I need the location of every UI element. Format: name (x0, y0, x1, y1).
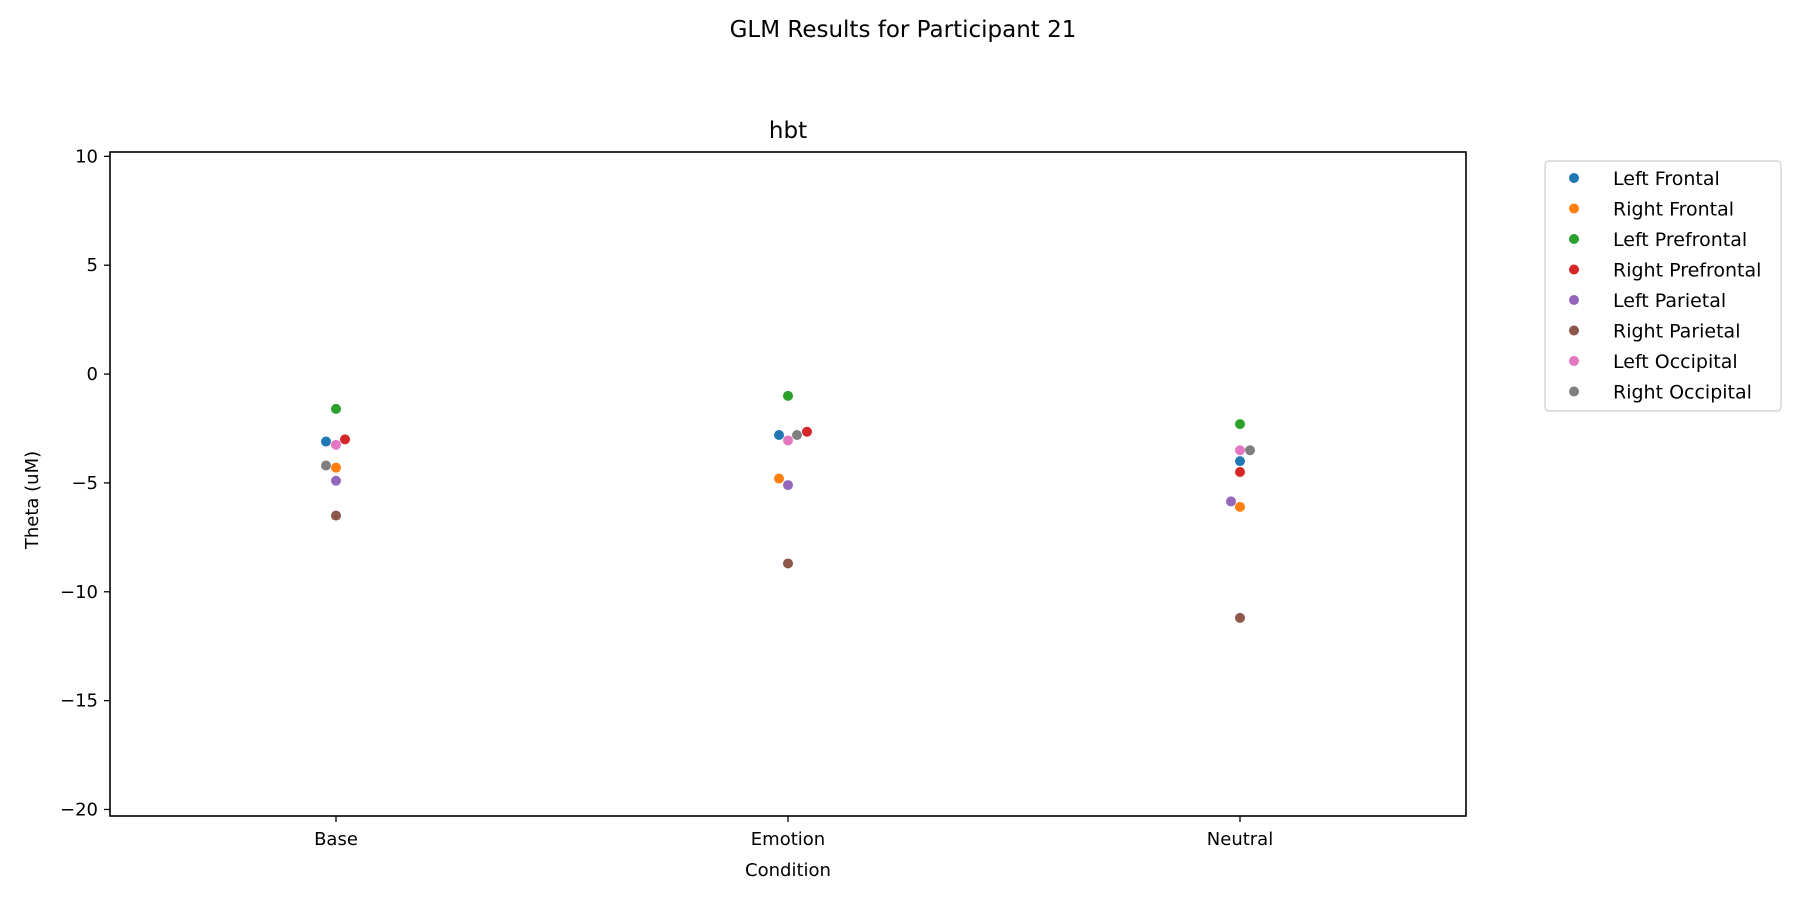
data-point (1226, 496, 1236, 507)
x-tick-label: Base (314, 829, 358, 850)
data-point (774, 430, 784, 441)
data-point (1235, 445, 1245, 456)
y-tick-label: −5 (71, 473, 98, 494)
data-point (1245, 445, 1255, 456)
legend-box (1544, 160, 1782, 412)
legend-label: Right Parietal (1613, 321, 1740, 343)
y-tick-label: −15 (60, 691, 98, 712)
legend-marker (1569, 203, 1579, 214)
legend-marker (1569, 173, 1579, 183)
data-point (1235, 612, 1245, 623)
data-point (321, 460, 331, 471)
legend-marker (1569, 386, 1579, 397)
legend: Left Frontal Right Frontal Left Prefrontal… (1544, 160, 1782, 412)
data-point (1235, 467, 1245, 478)
data-point (1235, 501, 1245, 512)
x-axis-label: Condition (745, 860, 831, 881)
y-tick-label: −10 (60, 582, 98, 603)
legend-marker (1569, 234, 1579, 244)
legend-label: Left Parietal (1613, 290, 1726, 312)
legend-label: Left Prefrontal (1613, 229, 1747, 251)
data-points (321, 390, 1255, 623)
y-axis-label: Theta (uM) (22, 451, 43, 550)
data-point (1235, 456, 1245, 467)
data-point (774, 473, 784, 484)
legend-marker (1569, 356, 1579, 366)
data-point (321, 436, 331, 447)
data-point (331, 439, 341, 450)
y-tick-label: 10 (75, 146, 98, 167)
y-tick-label: 0 (87, 364, 98, 385)
x-tick-label: Neutral (1207, 829, 1273, 850)
x-tick-label: Emotion (751, 829, 825, 850)
data-point (783, 558, 793, 569)
legend-label: Left Occipital (1613, 351, 1738, 373)
data-point (783, 480, 793, 491)
figure-title: GLM Results for Participant 21 (730, 17, 1077, 43)
y-tick-label: −20 (60, 799, 98, 820)
data-point (1235, 419, 1245, 430)
data-point (802, 426, 812, 437)
axes-title: hbt (769, 118, 807, 144)
data-point (331, 475, 341, 486)
data-point (331, 510, 341, 521)
legend-label: Right Frontal (1613, 199, 1734, 221)
y-tick-label: 5 (87, 255, 98, 276)
legend-label: Right Occipital (1613, 382, 1752, 404)
legend-marker (1569, 295, 1579, 305)
data-point (792, 430, 802, 441)
data-point (783, 435, 793, 446)
legend-label: Right Prefrontal (1613, 260, 1761, 282)
data-point (783, 390, 793, 401)
data-point (331, 403, 341, 414)
data-point (331, 462, 341, 473)
axes: 10 5 0 −5 −10 −15 −20 Base Emotion Neutral (60, 146, 1467, 850)
legend-label: Left Frontal (1613, 168, 1720, 190)
legend-marker (1569, 264, 1579, 275)
legend-marker (1569, 325, 1579, 336)
data-point (340, 434, 350, 445)
